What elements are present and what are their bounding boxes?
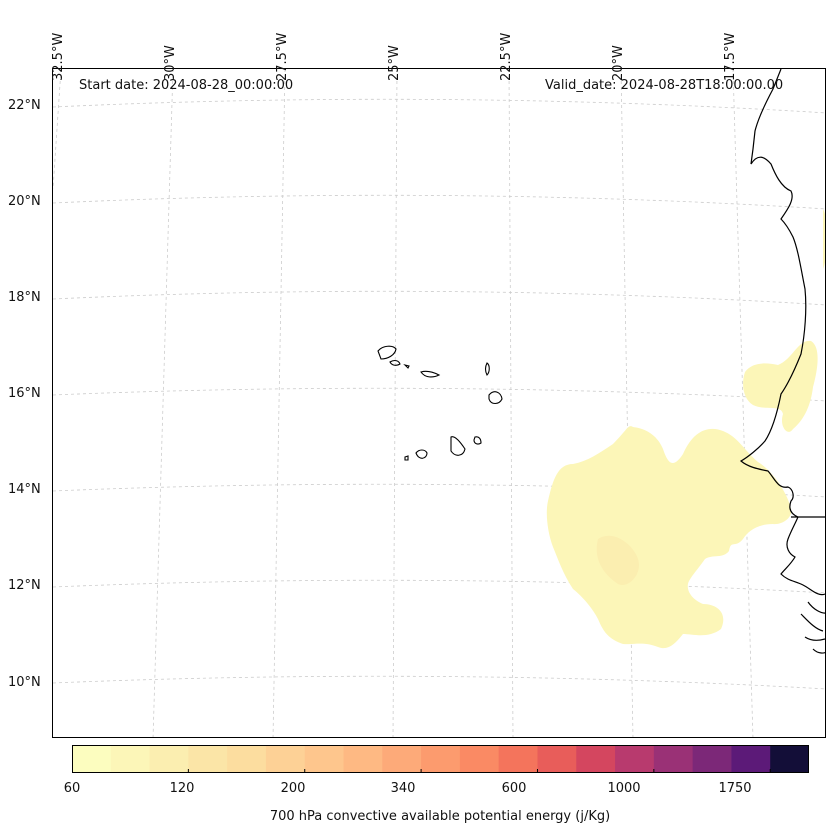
colorbar-segment bbox=[770, 745, 809, 773]
lon-label-32-5w: 32.5°W bbox=[51, 32, 66, 81]
parallel-10n bbox=[53, 675, 825, 690]
colorbar-segment bbox=[653, 745, 694, 773]
meridian-27-5w bbox=[272, 69, 286, 737]
colorbar-segment bbox=[459, 745, 500, 773]
colorbar-segment bbox=[188, 745, 228, 773]
colorbar-segment bbox=[615, 745, 655, 773]
parallel-16n bbox=[53, 387, 825, 402]
lat-label-14n: 14°N bbox=[8, 482, 41, 497]
colorbar-segment bbox=[382, 745, 422, 773]
parallel-22n bbox=[53, 98, 825, 114]
meridian-17-5w bbox=[732, 69, 754, 737]
cape-verde-islands bbox=[377, 345, 503, 461]
colorbar-tick-1750: 1750 bbox=[718, 781, 752, 796]
africa-coastline bbox=[739, 69, 825, 596]
colorbar-title: 700 hPa convective available potential e… bbox=[269, 809, 611, 824]
meridian-25w bbox=[392, 69, 398, 737]
colorbar-segment bbox=[149, 745, 189, 773]
start-date-annotation: Start date: 2024-08-28_00:00:00 bbox=[79, 78, 294, 93]
parallel-14n bbox=[53, 483, 825, 498]
colorbar-segment bbox=[692, 745, 733, 773]
cape-region-core bbox=[596, 535, 639, 585]
lat-label-22n: 22°N bbox=[8, 98, 41, 113]
colorbar-segment bbox=[72, 745, 112, 773]
lat-label-18n: 18°N bbox=[8, 290, 41, 305]
colorbar-tick-200: 200 bbox=[280, 781, 306, 796]
cape-region-coastal bbox=[743, 340, 818, 432]
island-brava bbox=[404, 455, 409, 461]
colorbar-segment bbox=[304, 745, 345, 773]
lat-label-10n: 10°N bbox=[8, 675, 41, 690]
parallel-18n bbox=[53, 290, 825, 306]
island-sao-nicolau bbox=[420, 370, 441, 378]
lon-label-25w: 25°W bbox=[387, 45, 402, 81]
island-santa-luzia bbox=[403, 363, 410, 369]
meridian-22-5w bbox=[508, 69, 514, 737]
lon-label-22-5w: 22.5°W bbox=[499, 32, 514, 81]
lat-label-12n: 12°N bbox=[8, 578, 41, 593]
colorbar-segment bbox=[498, 745, 539, 773]
colorbar-tick-1000: 1000 bbox=[607, 781, 641, 796]
island-santiago bbox=[450, 436, 466, 456]
island-sao-vicente bbox=[389, 359, 401, 366]
map-canvas bbox=[53, 69, 825, 737]
lat-label-16n: 16°N bbox=[8, 386, 41, 401]
colorbar-border bbox=[72, 745, 809, 773]
colorbar-segment bbox=[265, 745, 306, 773]
parallel-12n bbox=[53, 579, 825, 594]
cape-region-edge bbox=[823, 209, 825, 269]
colorbar-tick-120: 120 bbox=[169, 781, 195, 796]
lon-label-20w: 20°W bbox=[611, 45, 626, 81]
meridian-32-5w bbox=[53, 69, 62, 190]
lon-label-27-5w: 27.5°W bbox=[275, 32, 290, 81]
cape-region-main bbox=[546, 426, 792, 649]
guinea-coastline bbox=[800, 601, 825, 654]
island-boa-vista bbox=[488, 391, 503, 405]
colorbar-segment bbox=[576, 745, 616, 773]
cape-field bbox=[546, 209, 825, 649]
colorbar bbox=[72, 745, 809, 773]
meridian-30w bbox=[152, 69, 174, 737]
colorbar-segment bbox=[110, 745, 151, 773]
colorbar-segment bbox=[421, 745, 461, 773]
island-maio bbox=[473, 436, 482, 445]
map-panel bbox=[52, 68, 826, 738]
valid-date-annotation: Valid_date: 2024-08-28T18:00:00.00 bbox=[545, 78, 784, 93]
colorbar-segment bbox=[343, 745, 383, 773]
colorbar-tick-600: 600 bbox=[501, 781, 527, 796]
island-sal bbox=[484, 362, 490, 376]
island-fogo bbox=[415, 449, 428, 459]
parallel-gridlines bbox=[53, 98, 825, 690]
coastline bbox=[739, 69, 825, 654]
lon-label-30w: 30°W bbox=[163, 45, 178, 81]
colorbar-tick-340: 340 bbox=[390, 781, 416, 796]
colorbar-segment bbox=[537, 745, 577, 773]
island-santo-antao bbox=[377, 345, 397, 360]
lon-label-17-5w: 17.5°W bbox=[723, 32, 738, 81]
lat-label-20n: 20°N bbox=[8, 194, 41, 209]
colorbar-segment bbox=[227, 745, 267, 773]
colorbar-segment bbox=[731, 745, 771, 773]
colorbar-tick-60: 60 bbox=[63, 781, 81, 796]
parallel-20n bbox=[53, 194, 825, 210]
